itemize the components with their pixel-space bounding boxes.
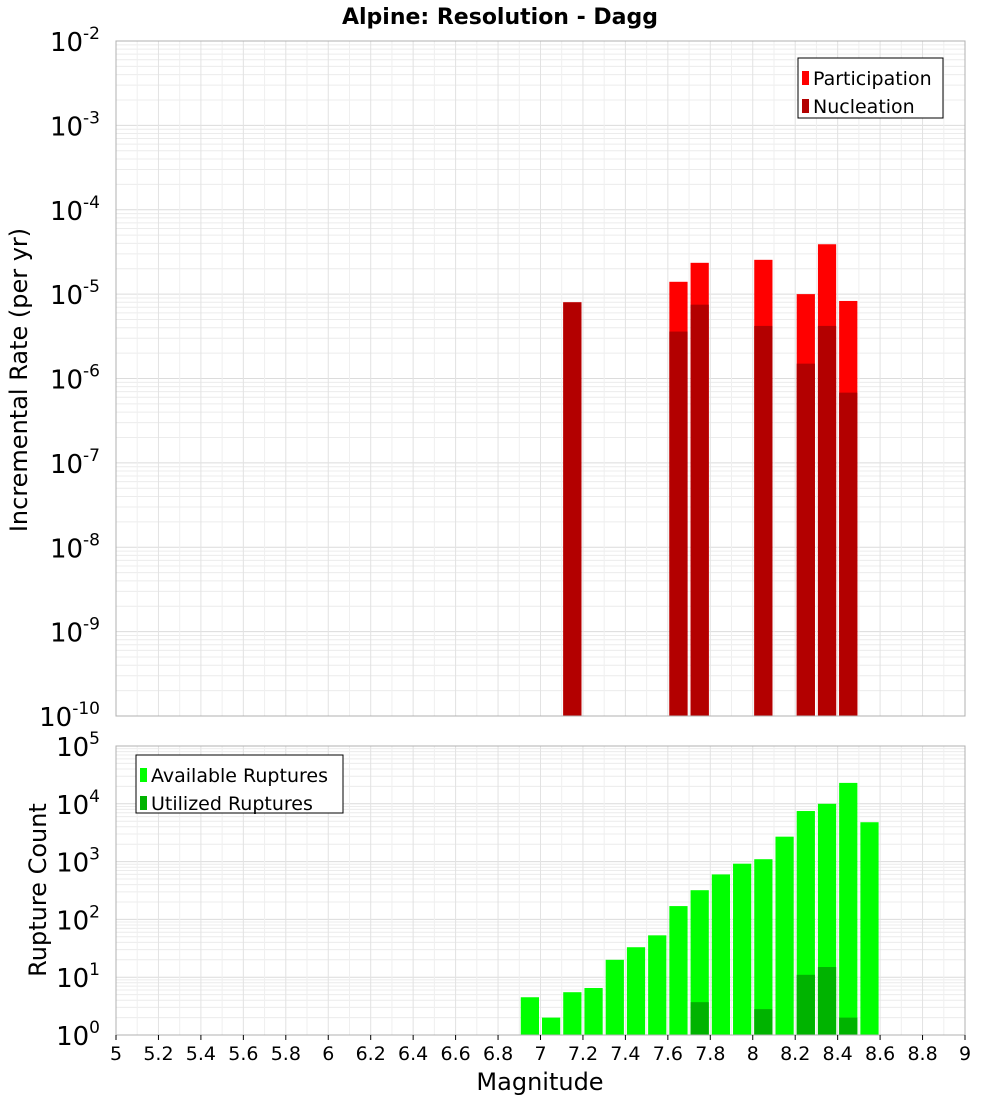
x-tick-label: 8 — [747, 1043, 759, 1065]
x-tick-label: 5.2 — [143, 1043, 173, 1065]
x-tick-label: 6.4 — [398, 1043, 428, 1065]
x-axis-label: Magnitude — [476, 1068, 603, 1096]
bottom-available-ruptures-bar — [860, 822, 879, 1035]
top-legend-swatch — [802, 99, 809, 113]
top-nucleation-bar — [669, 331, 688, 716]
top-legend-swatch — [802, 71, 809, 85]
x-tick-label: 6.6 — [440, 1043, 470, 1065]
bottom-legend-label: Utilized Ruptures — [151, 793, 313, 815]
top-nucleation-bar — [563, 302, 582, 716]
bottom-legend-swatch — [140, 768, 147, 782]
top-y-tick-label: 10-7 — [50, 446, 100, 480]
bottom-available-ruptures-bar — [690, 890, 709, 1035]
bottom-available-ruptures-bar — [605, 959, 624, 1035]
bottom-utilized-ruptures-bar — [817, 967, 837, 1035]
x-tick-label: 8.2 — [780, 1043, 810, 1065]
x-tick-label: 5.4 — [186, 1043, 216, 1065]
bottom-available-ruptures-bar — [775, 836, 794, 1035]
x-tick-label: 6.2 — [356, 1043, 386, 1065]
top-nucleation-bar — [754, 325, 773, 716]
top-y-tick-label: 10-2 — [50, 24, 100, 58]
top-nucleation-bar — [690, 304, 709, 716]
bottom-available-ruptures-bar — [669, 906, 688, 1035]
x-tick-label: 7.8 — [695, 1043, 725, 1065]
top-y-tick-label: 10-5 — [50, 277, 100, 311]
bottom-available-ruptures-bar — [563, 992, 582, 1035]
x-tick-label: 5 — [110, 1043, 122, 1065]
top-y-tick-label: 10-8 — [50, 530, 100, 564]
bottom-legend-swatch — [140, 796, 147, 810]
top-nucleation-bar — [839, 392, 858, 716]
top-legend-box — [797, 57, 944, 119]
bottom-y-axis-label: Rupture Count — [24, 803, 52, 977]
top-nucleation-bar — [796, 363, 815, 716]
bottom-legend-label: Available Ruptures — [151, 765, 328, 787]
top-y-tick-label: 10-4 — [50, 193, 100, 227]
top-legend-label: Nucleation — [813, 96, 915, 118]
x-tick-label: 6 — [322, 1043, 334, 1065]
chart-title: Alpine: Resolution - Dagg — [342, 5, 658, 30]
x-tick-label: 8.4 — [823, 1043, 853, 1065]
x-tick-label: 9 — [959, 1043, 971, 1065]
top-y-tick-label: 10-6 — [50, 362, 100, 396]
bottom-available-ruptures-bar — [648, 935, 667, 1035]
x-tick-label: 7.2 — [568, 1043, 598, 1065]
bottom-available-ruptures-bar — [520, 997, 539, 1035]
x-tick-label: 8.8 — [907, 1043, 937, 1065]
x-tick-label: 8.6 — [865, 1043, 895, 1065]
x-tick-label: 7.6 — [653, 1043, 683, 1065]
x-tick-label: 7 — [534, 1043, 546, 1065]
bottom-y-tick-label: 105 — [56, 729, 100, 763]
top-legend-label: Participation — [813, 68, 932, 90]
top-plot-frame — [115, 40, 966, 717]
bottom-y-tick-label: 101 — [56, 960, 100, 994]
bottom-y-tick-label: 103 — [56, 845, 100, 879]
top-chart-panel: 10-10 10-9 10-8 10-7 10-6 10-5 10-4 10-3 10-2 Par… — [39, 24, 966, 733]
bottom-available-ruptures-bar — [711, 874, 731, 1035]
x-tick-label: 6.8 — [483, 1043, 513, 1065]
bottom-available-ruptures-bar — [839, 782, 858, 1035]
top-nucleation-bar — [817, 325, 837, 716]
bottom-utilized-ruptures-bar — [690, 1002, 709, 1035]
top-y-tick-label: 10-3 — [50, 108, 100, 142]
bottom-available-ruptures-bar — [733, 863, 752, 1035]
bottom-utilized-ruptures-bar — [796, 974, 815, 1035]
x-tick-label: 5.8 — [271, 1043, 301, 1065]
bottom-legend-box — [135, 754, 344, 814]
x-tick-label: 5.6 — [228, 1043, 258, 1065]
top-y-axis-label: Incremental Rate (per yr) — [5, 228, 33, 532]
bottom-y-tick-label: 104 — [56, 787, 100, 821]
top-y-tick-label: 10-9 — [50, 615, 100, 649]
x-tick-label: 7.4 — [610, 1043, 640, 1065]
bottom-available-ruptures-bar — [626, 947, 646, 1035]
bottom-chart-panel: 100 101 102 103 104 105 Available Ruptures Util… — [56, 729, 971, 1065]
bottom-available-ruptures-bar — [542, 1017, 561, 1035]
bottom-available-ruptures-bar — [754, 859, 773, 1035]
bottom-utilized-ruptures-bar — [839, 1017, 858, 1035]
bottom-y-tick-label: 100 — [56, 1018, 100, 1052]
top-y-tick-label: 10-10 — [39, 699, 100, 733]
bottom-y-tick-label: 102 — [56, 902, 100, 936]
bottom-utilized-ruptures-bar — [754, 1009, 773, 1035]
bottom-available-ruptures-bar — [584, 988, 603, 1035]
